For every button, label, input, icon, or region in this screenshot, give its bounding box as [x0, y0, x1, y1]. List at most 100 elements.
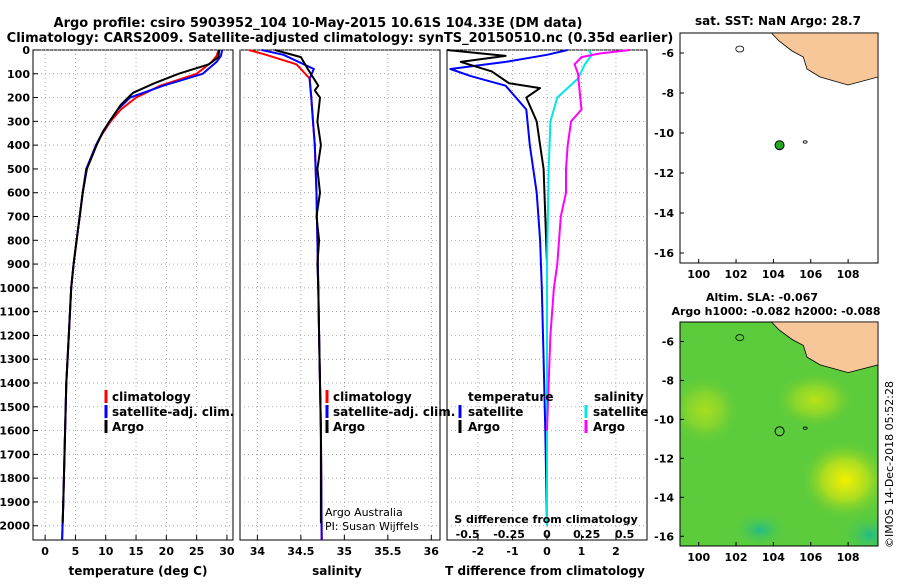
difference-s-xtick-label: 0.5 — [615, 528, 635, 541]
difference-xtick-label: -2 — [472, 545, 484, 558]
depth-tick-label: 1900 — [0, 496, 30, 509]
map-lat-label: -6 — [662, 47, 675, 60]
depth-tick-label: 0 — [22, 44, 30, 57]
temperature-xlabel: temperature (deg C) — [69, 564, 208, 578]
depth-tick-label: 1000 — [0, 282, 30, 295]
salinity-xtick-label: 36 — [424, 545, 440, 558]
temperature-xtick-label: 15 — [128, 545, 143, 558]
depth-tick-label: 1200 — [0, 329, 30, 342]
map-lon-label: 104 — [762, 268, 785, 281]
map-lat-label: -6 — [662, 335, 675, 348]
map-lat-label: -8 — [662, 374, 674, 387]
difference-xtick-label: 1 — [578, 545, 586, 558]
salinity-xtick-label: 34 — [250, 545, 266, 558]
salinity-xtick-label: 34.5 — [287, 545, 314, 558]
map-lat-label: -16 — [654, 247, 674, 260]
temperature-xtick-label: 5 — [72, 545, 80, 558]
difference-s-xtick-label: -0.5 — [456, 528, 480, 541]
legend-sat-label: satellite-adj. clim. — [112, 405, 234, 419]
legend-t-argo-label: Argo — [468, 420, 500, 434]
map-lon-label: 104 — [762, 551, 785, 564]
depth-tick-label: 800 — [7, 234, 30, 247]
christmas-island — [802, 140, 808, 144]
difference-series-salinity-satellite — [546, 49, 593, 526]
java-landmass — [770, 321, 879, 374]
salinity-xlabel: salinity — [312, 564, 362, 578]
map-lat-label: -10 — [654, 413, 674, 426]
depth-tick-label: 100 — [7, 68, 30, 81]
sla-high-anomaly — [800, 440, 878, 520]
difference-xtick-label: 2 — [612, 545, 620, 558]
temperature-legend: climatology satellite-adj. clim. Argo — [104, 390, 234, 434]
difference-xtick-label: -1 — [506, 545, 518, 558]
sla-high-anomaly — [680, 375, 740, 445]
legend-t-satellite-label: satellite — [468, 405, 523, 419]
map-lat-label: -10 — [654, 127, 674, 140]
credit-argo-australia: Argo Australia — [325, 506, 403, 519]
map-lon-label: 100 — [687, 268, 710, 281]
depth-tick-label: 700 — [7, 211, 30, 224]
sst-map: -6 -8 -10 -12 -14 -16 100 102 104 106 108 — [654, 32, 879, 281]
temperature-xtick-label: 20 — [159, 545, 175, 558]
map-lon-label: 108 — [837, 551, 860, 564]
depth-tick-label: 600 — [7, 187, 30, 200]
salinity-series-argo — [274, 49, 322, 524]
header-line-1: Argo profile: csiro 5903952_104 10-May-2… — [54, 16, 583, 31]
depth-tick-label: 1700 — [0, 448, 30, 461]
salinity-legend: climatology satellite-adj. clim. Argo Ar… — [325, 390, 455, 533]
difference-legend: temperature satellite Argo salinity sate… — [458, 390, 648, 434]
depth-tick-label: 500 — [7, 163, 30, 176]
map-lat-label: -16 — [654, 530, 674, 543]
series-layer — [61, 49, 630, 541]
temperature-series-satellite-adj-clim- — [61, 49, 224, 541]
map-lon-label: 106 — [799, 268, 822, 281]
sla-map-title-2: Argo h1000: -0.082 h2000: -0.088 — [671, 305, 880, 318]
sla-low-anomaly — [840, 513, 878, 546]
java-landmass — [770, 32, 879, 86]
map-lon-label: 102 — [725, 551, 748, 564]
temperature-xtick-label: 0 — [41, 545, 49, 558]
legend-s-argo-label: Argo — [593, 420, 625, 434]
salinity-series-satellite-adj-clim- — [261, 49, 323, 541]
map-lat-label: -14 — [654, 491, 674, 504]
depth-tick-label: 200 — [7, 92, 30, 105]
salinity-panel-frame — [239, 49, 441, 541]
temperature-series-climatology — [61, 49, 220, 541]
map-lon-label: 102 — [725, 268, 748, 281]
depth-tick-label: 1300 — [0, 353, 30, 366]
depth-tick-label: 400 — [7, 139, 30, 152]
legend-clim-label: climatology — [112, 390, 191, 404]
depth-tick-label: 1100 — [0, 306, 30, 319]
difference-s-xtick-label: 0 — [543, 528, 551, 541]
s-difference-label: S difference from climatology — [454, 513, 638, 526]
difference-xlabel: T difference from climatology — [445, 564, 645, 578]
difference-series-temperature-satellite — [449, 49, 568, 526]
legend-clim-label: climatology — [333, 390, 412, 404]
depth-tick-label: 1400 — [0, 377, 30, 390]
depth-tick-label: 900 — [7, 258, 30, 271]
difference-series-salinity-argo — [546, 49, 630, 431]
legend-argo-label: Argo — [112, 420, 144, 434]
map-lon-label: 100 — [687, 551, 710, 564]
salinity-xtick-label: 35 — [337, 545, 352, 558]
depth-tick-label: 2000 — [0, 520, 30, 533]
map-lat-label: -8 — [662, 87, 674, 100]
temperature-xtick-label: 25 — [189, 545, 204, 558]
island-contour — [735, 334, 745, 341]
argo-float-marker — [774, 140, 785, 151]
credit-pi-name: PI: Susan Wijffels — [325, 520, 419, 533]
temperature-panel-frame — [32, 49, 234, 541]
difference-series-temperature-argo — [446, 49, 548, 265]
temperature-xtick-label: 30 — [219, 545, 235, 558]
sst-map-title: sat. SST: NaN Argo: 28.7 — [695, 14, 861, 28]
salinity-series-climatology — [248, 49, 323, 541]
legend-argo-label: Argo — [333, 420, 365, 434]
depth-tick-label: 1500 — [0, 401, 30, 414]
imos-watermark: ©IMOS 14-Dec-2018 05:52:28 — [883, 381, 896, 548]
grid-layer — [33, 49, 647, 540]
depth-tick-label: 1800 — [0, 472, 30, 485]
sla-map: -6 -8 -10 -12 -14 -16 100 102 104 106 108 — [654, 321, 879, 564]
sla-high-anomaly — [775, 372, 855, 428]
legend-sat-label: satellite-adj. clim. — [333, 405, 455, 419]
